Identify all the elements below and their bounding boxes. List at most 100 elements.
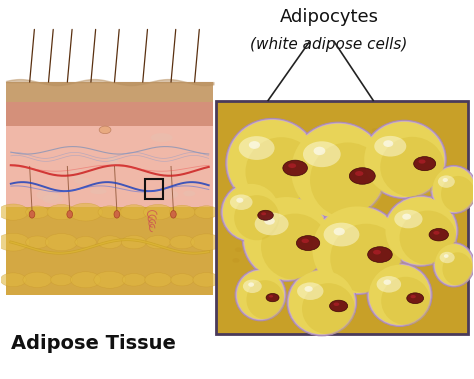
Ellipse shape xyxy=(435,244,473,286)
Ellipse shape xyxy=(368,254,375,258)
Ellipse shape xyxy=(222,183,280,241)
Ellipse shape xyxy=(71,272,101,288)
Ellipse shape xyxy=(98,206,121,218)
Ellipse shape xyxy=(235,269,286,321)
Ellipse shape xyxy=(288,163,296,168)
Ellipse shape xyxy=(120,205,148,219)
Ellipse shape xyxy=(234,195,279,240)
Ellipse shape xyxy=(248,282,254,287)
Ellipse shape xyxy=(74,178,91,184)
Ellipse shape xyxy=(394,154,401,159)
Ellipse shape xyxy=(400,211,456,265)
Ellipse shape xyxy=(98,236,122,249)
Ellipse shape xyxy=(51,274,73,286)
Ellipse shape xyxy=(407,293,424,304)
Bar xyxy=(6,82,213,102)
Ellipse shape xyxy=(0,273,26,287)
Ellipse shape xyxy=(144,204,173,220)
Ellipse shape xyxy=(369,265,430,325)
Ellipse shape xyxy=(244,197,329,280)
Ellipse shape xyxy=(364,121,445,197)
Ellipse shape xyxy=(377,276,401,293)
Ellipse shape xyxy=(246,280,284,319)
Ellipse shape xyxy=(372,128,379,133)
Ellipse shape xyxy=(171,274,194,286)
Ellipse shape xyxy=(151,133,173,142)
Ellipse shape xyxy=(303,141,341,167)
Ellipse shape xyxy=(237,198,243,203)
Ellipse shape xyxy=(329,300,348,312)
Bar xyxy=(6,207,213,295)
Ellipse shape xyxy=(36,190,59,200)
Ellipse shape xyxy=(99,126,111,134)
Ellipse shape xyxy=(269,295,273,298)
Ellipse shape xyxy=(302,283,355,334)
Ellipse shape xyxy=(310,205,404,294)
Ellipse shape xyxy=(442,252,473,285)
Ellipse shape xyxy=(26,206,49,218)
Ellipse shape xyxy=(191,234,222,251)
Bar xyxy=(6,102,213,126)
Ellipse shape xyxy=(237,270,284,319)
Ellipse shape xyxy=(444,254,448,258)
Ellipse shape xyxy=(145,273,172,287)
Ellipse shape xyxy=(193,273,220,287)
Ellipse shape xyxy=(419,160,426,164)
Ellipse shape xyxy=(443,178,448,182)
Ellipse shape xyxy=(289,270,355,334)
Ellipse shape xyxy=(23,272,52,287)
Ellipse shape xyxy=(433,231,439,235)
Text: Adipocytes: Adipocytes xyxy=(279,8,378,26)
Ellipse shape xyxy=(171,211,176,218)
Ellipse shape xyxy=(169,205,195,219)
Ellipse shape xyxy=(383,279,391,285)
Ellipse shape xyxy=(239,136,274,160)
Ellipse shape xyxy=(258,210,273,220)
Ellipse shape xyxy=(223,184,279,240)
Ellipse shape xyxy=(221,182,281,242)
Ellipse shape xyxy=(114,211,119,218)
Ellipse shape xyxy=(429,229,448,241)
Ellipse shape xyxy=(261,212,266,215)
Ellipse shape xyxy=(291,124,385,218)
Ellipse shape xyxy=(237,270,284,319)
Ellipse shape xyxy=(264,217,275,225)
Ellipse shape xyxy=(170,235,195,249)
Ellipse shape xyxy=(439,252,455,263)
Ellipse shape xyxy=(194,206,218,218)
Ellipse shape xyxy=(301,239,309,243)
Ellipse shape xyxy=(183,191,195,196)
Text: (white adipose cells): (white adipose cells) xyxy=(250,37,408,52)
Ellipse shape xyxy=(410,295,416,298)
Ellipse shape xyxy=(287,269,357,336)
Ellipse shape xyxy=(334,302,339,306)
Ellipse shape xyxy=(244,197,329,280)
Ellipse shape xyxy=(232,258,239,263)
Ellipse shape xyxy=(373,250,381,255)
Ellipse shape xyxy=(108,158,119,169)
Ellipse shape xyxy=(0,204,28,220)
Bar xyxy=(145,179,163,199)
Ellipse shape xyxy=(297,282,323,300)
Bar xyxy=(216,101,468,334)
Ellipse shape xyxy=(368,247,392,262)
Ellipse shape xyxy=(283,160,308,176)
Ellipse shape xyxy=(380,137,444,197)
Ellipse shape xyxy=(230,194,253,210)
Ellipse shape xyxy=(266,293,279,302)
Ellipse shape xyxy=(296,236,320,251)
Ellipse shape xyxy=(414,157,436,171)
Ellipse shape xyxy=(288,270,356,335)
Ellipse shape xyxy=(75,236,96,248)
Ellipse shape xyxy=(46,233,78,251)
Ellipse shape xyxy=(394,210,422,228)
Ellipse shape xyxy=(296,164,303,168)
Ellipse shape xyxy=(235,247,242,252)
Ellipse shape xyxy=(432,166,474,213)
Ellipse shape xyxy=(368,265,431,325)
Ellipse shape xyxy=(249,141,260,149)
Ellipse shape xyxy=(67,211,73,218)
Ellipse shape xyxy=(441,176,474,212)
Ellipse shape xyxy=(0,233,30,251)
Ellipse shape xyxy=(246,137,317,207)
